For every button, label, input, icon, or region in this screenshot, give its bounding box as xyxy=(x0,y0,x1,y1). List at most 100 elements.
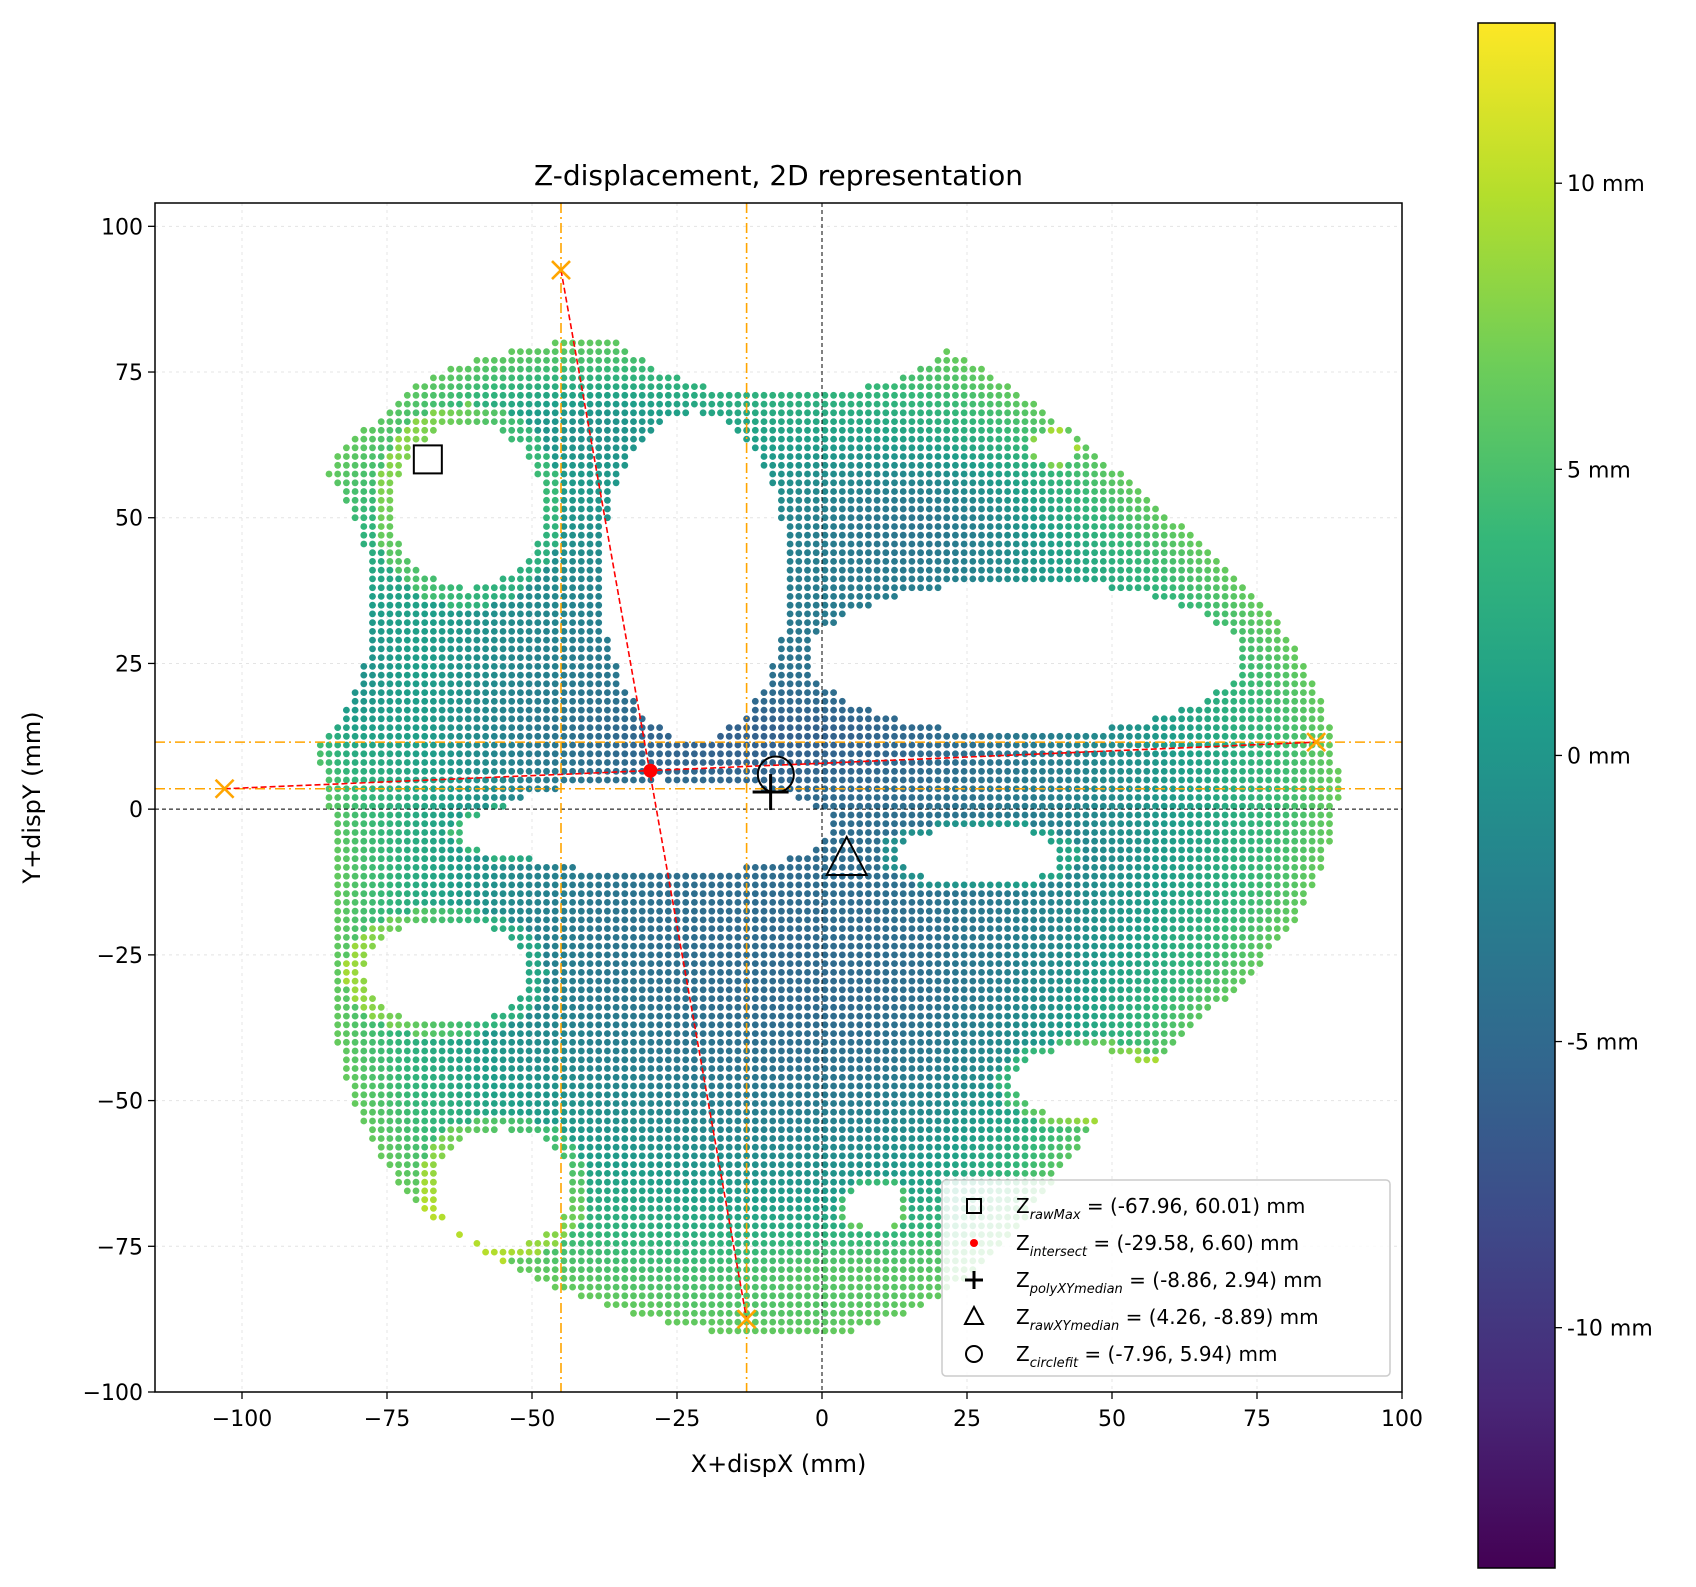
surface-point xyxy=(778,899,785,906)
surface-point xyxy=(577,645,585,653)
surface-point xyxy=(682,1038,690,1046)
surface-point xyxy=(577,706,585,714)
surface-point xyxy=(838,759,846,766)
surface-point xyxy=(343,942,350,950)
surface-point xyxy=(386,531,394,539)
surface-point xyxy=(595,881,603,889)
surface-point xyxy=(847,977,855,985)
surface-point xyxy=(734,724,742,731)
surface-point xyxy=(899,1091,907,1099)
surface-point xyxy=(838,488,846,495)
surface-point xyxy=(847,601,855,609)
surface-point xyxy=(682,1283,690,1291)
surface-point xyxy=(638,383,646,390)
surface-point xyxy=(412,837,420,845)
surface-point xyxy=(360,689,368,696)
surface-point xyxy=(369,697,376,705)
surface-point xyxy=(386,479,394,487)
surface-point xyxy=(734,1021,742,1029)
surface-point xyxy=(412,1178,420,1186)
surface-point xyxy=(769,934,777,941)
surface-point xyxy=(569,1152,576,1160)
surface-point xyxy=(360,1003,368,1011)
surface-point xyxy=(664,951,672,959)
surface-point xyxy=(847,820,855,828)
surface-point xyxy=(621,741,629,749)
surface-point xyxy=(403,671,411,679)
surface-point xyxy=(656,1161,663,1169)
surface-point xyxy=(482,1108,489,1116)
surface-point xyxy=(369,453,376,460)
surface-point xyxy=(786,575,794,583)
surface-point xyxy=(891,488,898,495)
surface-point xyxy=(664,1065,672,1072)
surface-point xyxy=(569,558,576,565)
surface-point xyxy=(795,610,803,618)
surface-point xyxy=(586,942,594,950)
surface-point xyxy=(708,1240,716,1247)
surface-point xyxy=(612,907,620,915)
surface-point xyxy=(873,1038,881,1046)
surface-point xyxy=(612,374,620,382)
surface-point xyxy=(691,1100,698,1107)
surface-point xyxy=(708,409,716,417)
surface-point xyxy=(664,1012,672,1020)
surface-point xyxy=(612,1213,620,1221)
surface-point xyxy=(595,1056,603,1064)
surface-point xyxy=(334,1030,342,1037)
surface-point xyxy=(543,470,550,478)
surface-point xyxy=(316,759,324,766)
surface-point xyxy=(621,1178,629,1186)
surface-point xyxy=(830,942,837,950)
surface-point xyxy=(604,1100,611,1107)
surface-point xyxy=(369,715,376,723)
surface-point xyxy=(699,1126,707,1134)
surface-point xyxy=(490,584,498,592)
surface-point xyxy=(508,767,516,775)
surface-point xyxy=(725,1082,733,1090)
surface-point xyxy=(656,899,663,906)
surface-point xyxy=(604,1126,611,1134)
surface-point xyxy=(673,1187,681,1195)
surface-point xyxy=(386,872,394,880)
surface-point xyxy=(621,750,629,758)
surface-point xyxy=(621,1065,629,1072)
surface-point xyxy=(360,1038,368,1046)
surface-point xyxy=(656,1082,663,1090)
surface-point xyxy=(447,1117,455,1125)
surface-point xyxy=(821,864,829,871)
surface-point xyxy=(369,785,376,793)
surface-point xyxy=(464,697,472,705)
surface-point xyxy=(621,960,629,967)
surface-point xyxy=(369,444,376,452)
surface-point xyxy=(351,855,359,863)
surface-point xyxy=(325,767,333,775)
surface-point xyxy=(786,584,794,592)
surface-point xyxy=(543,1021,550,1029)
surface-point xyxy=(438,1126,446,1134)
surface-point xyxy=(377,418,385,425)
surface-point xyxy=(473,1021,481,1029)
surface-point xyxy=(751,1283,759,1291)
surface-point xyxy=(682,1065,690,1072)
surface-point xyxy=(812,977,820,985)
surface-point xyxy=(456,689,463,696)
surface-point xyxy=(760,942,768,950)
surface-point xyxy=(708,1003,716,1011)
surface-point xyxy=(517,435,524,443)
surface-point xyxy=(638,995,646,1002)
surface-point xyxy=(786,977,794,985)
surface-point xyxy=(551,767,559,775)
surface-point xyxy=(751,1318,759,1326)
surface-point xyxy=(421,706,429,714)
surface-point xyxy=(804,1170,811,1177)
surface-point xyxy=(377,706,385,714)
surface-point xyxy=(647,409,655,417)
surface-point xyxy=(865,391,872,399)
surface-point xyxy=(577,505,585,513)
surface-point xyxy=(882,531,890,539)
surface-point xyxy=(464,628,472,635)
surface-point xyxy=(743,1117,750,1125)
surface-point xyxy=(403,619,411,626)
surface-point xyxy=(377,732,385,740)
